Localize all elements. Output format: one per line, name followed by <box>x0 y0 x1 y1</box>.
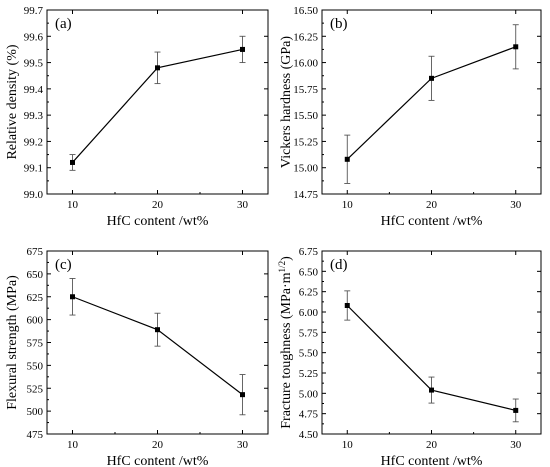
panel-label: (b) <box>330 16 348 32</box>
x-axis-title: HfC content /wt% <box>107 214 209 229</box>
y-tick-label: 475 <box>27 429 44 441</box>
y-tick-label: 16.00 <box>293 58 318 70</box>
data-point <box>429 75 434 81</box>
y-tick-label: 99.6 <box>24 31 44 43</box>
x-tick-label: 20 <box>152 199 164 211</box>
y-tick-label: 99.2 <box>24 136 43 148</box>
y-axis-title-superscript: 1/2 <box>277 261 287 273</box>
y-tick-label: 16.25 <box>293 31 318 43</box>
x-tick-label: 20 <box>426 199 438 211</box>
y-axis-title-end: ) <box>279 256 294 261</box>
data-point <box>240 392 245 398</box>
y-tick-label: 625 <box>27 292 44 304</box>
y-tick-label: 4.75 <box>299 409 319 421</box>
y-axis-title-text: Vickers hardness (GPa) <box>279 36 294 168</box>
panel-label: (c) <box>55 257 72 273</box>
x-tick-label: 10 <box>342 199 354 211</box>
y-axis-title: Flexural strength (MPa) <box>5 275 20 410</box>
y-tick-label: 99.0 <box>24 189 44 201</box>
y-tick-label: 650 <box>27 269 44 281</box>
x-axis-title: HfC content /wt% <box>107 454 209 467</box>
data-point <box>344 302 350 308</box>
x-tick-label: 10 <box>67 199 79 211</box>
y-tick-label: 5.00 <box>299 388 319 400</box>
y-axis-title-text: Relative density (%) <box>5 44 20 159</box>
y-tick-label: 6.00 <box>299 307 319 319</box>
data-point <box>155 327 160 333</box>
data-point <box>240 46 245 52</box>
x-tick-label: 30 <box>237 439 249 451</box>
x-tick-label: 20 <box>426 439 438 451</box>
data-point <box>70 159 75 165</box>
panel-label: (a) <box>55 16 72 32</box>
y-tick-label: 4.50 <box>299 429 319 441</box>
y-axis-title: Relative density (%) <box>5 44 20 159</box>
y-axis-title: Vickers hardness (GPa) <box>279 36 294 168</box>
y-tick-label: 525 <box>27 383 44 395</box>
data-point <box>344 156 350 162</box>
y-tick-label: 600 <box>27 315 44 327</box>
chart-panel-3: 475 500 525 550 575 600 625 650 675 10 20 30 HfC con… <box>5 246 269 467</box>
x-tick-label: 20 <box>152 439 164 451</box>
y-tick-label: 6.50 <box>299 266 319 278</box>
chart-panel-1: 99.0 99.1 99.2 99.3 99.4 99.5 99.6 99.7 10 20 30 Hf… <box>5 5 269 229</box>
plot-frame <box>321 9 542 195</box>
x-tick-label: 10 <box>342 439 354 451</box>
y-tick-label: 550 <box>27 360 44 372</box>
y-tick-label: 6.75 <box>299 246 319 258</box>
chart-panel-4: 4.50 4.75 5.00 5.25 5.50 5.75 6.00 6.25 6.50 6.75… <box>277 246 542 467</box>
y-tick-label: 500 <box>27 406 44 418</box>
data-point <box>429 387 434 393</box>
data-point <box>513 407 519 413</box>
y-tick-label: 575 <box>27 338 44 350</box>
y-tick-label: 16.50 <box>293 5 318 17</box>
y-tick-label: 15.00 <box>293 163 318 175</box>
y-tick-label: 5.50 <box>299 348 319 360</box>
y-tick-label: 99.4 <box>24 84 44 96</box>
plot-frame <box>46 9 269 195</box>
x-axis-title: HfC content /wt% <box>381 214 483 229</box>
data-point <box>513 44 519 50</box>
chart-panel-2: 14.75 15.00 15.25 15.50 15.75 16.00 16.25 16.50… <box>279 5 542 229</box>
y-axis-title-text: Flexural strength (MPa) <box>5 275 20 410</box>
x-tick-label: 30 <box>237 199 249 211</box>
panel-label: (d) <box>330 257 348 273</box>
plot-frame <box>321 250 542 435</box>
y-tick-label: 14.75 <box>293 189 318 201</box>
y-tick-label: 99.7 <box>24 5 44 17</box>
y-axis-title-text: Fracture toughness (MPa·m <box>279 272 294 428</box>
y-tick-label: 15.25 <box>293 136 318 148</box>
data-point <box>155 65 160 71</box>
y-tick-label: 15.50 <box>293 110 318 122</box>
y-axis-title: Fracture toughness (MPa·m1/2) <box>277 256 294 429</box>
y-tick-label: 5.25 <box>299 368 319 380</box>
y-tick-label: 99.1 <box>24 163 43 175</box>
y-tick-label: 5.75 <box>299 327 319 339</box>
y-tick-label: 99.5 <box>24 58 44 70</box>
y-tick-label: 6.25 <box>299 287 319 299</box>
y-tick-label: 99.3 <box>24 110 44 122</box>
x-axis-title: HfC content /wt% <box>381 454 483 467</box>
x-tick-label: 30 <box>510 439 522 451</box>
x-tick-label: 30 <box>510 199 522 211</box>
y-tick-label: 675 <box>27 246 44 258</box>
x-tick-label: 10 <box>67 439 79 451</box>
data-point <box>70 294 75 300</box>
y-tick-label: 15.75 <box>293 84 318 96</box>
